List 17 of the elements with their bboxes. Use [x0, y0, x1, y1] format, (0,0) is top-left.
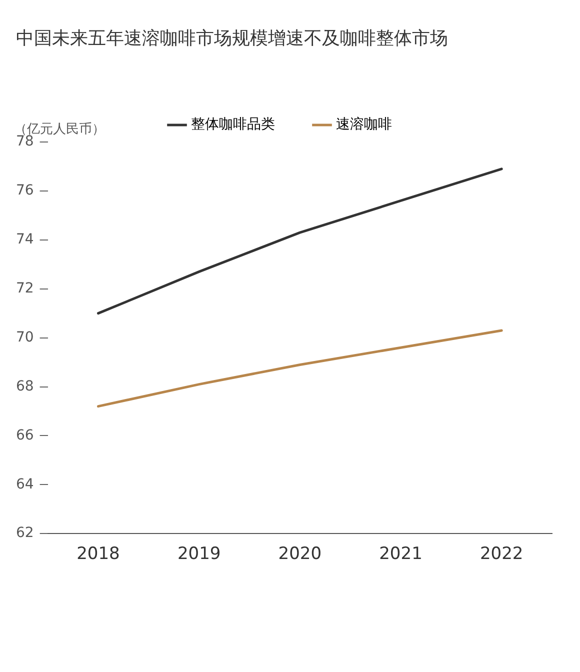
y-tick-label: 64: [16, 476, 34, 492]
x-tick-label: 2022: [480, 544, 524, 564]
y-tick-label: 62: [16, 525, 34, 542]
x-tick-label: 2021: [379, 544, 422, 564]
chart-title: 中国未来五年速溶咖啡市场规模增速不及咖啡整体市场: [16, 27, 448, 50]
y-tick-label: 66: [16, 427, 34, 444]
x-tick-label: 2018: [76, 544, 120, 564]
y-tick-label: 68: [16, 378, 34, 394]
x-tick-label: 2020: [278, 544, 322, 564]
y-tick-label: 74: [16, 232, 34, 248]
y-tick-label: 78: [16, 134, 34, 150]
y-tick-label: 72: [16, 280, 34, 296]
y-tick-label: 76: [16, 182, 34, 199]
x-tick-label: 2019: [177, 544, 221, 564]
legend-label: 速溶咖啡: [336, 116, 392, 133]
y-tick-label: 70: [16, 329, 34, 346]
legend-label: 整体咖啡品类: [191, 116, 275, 133]
